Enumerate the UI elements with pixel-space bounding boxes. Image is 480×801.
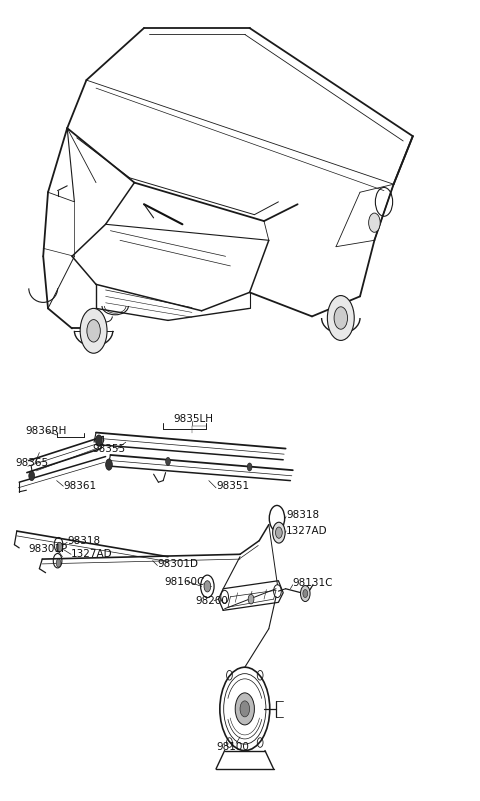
- Circle shape: [57, 542, 62, 552]
- Circle shape: [303, 590, 308, 598]
- Text: 98301P: 98301P: [29, 544, 68, 553]
- Circle shape: [96, 435, 102, 446]
- Text: 9835LH: 9835LH: [174, 414, 214, 424]
- Circle shape: [240, 701, 250, 717]
- Text: 1327AD: 1327AD: [71, 549, 113, 559]
- Text: 98301D: 98301D: [157, 559, 198, 569]
- Text: 98351: 98351: [216, 481, 249, 491]
- Circle shape: [235, 693, 254, 725]
- Circle shape: [166, 457, 170, 465]
- Text: 9836RH: 9836RH: [25, 426, 66, 436]
- Circle shape: [327, 296, 354, 340]
- Circle shape: [369, 213, 380, 232]
- Text: 98100: 98100: [216, 742, 249, 751]
- Text: 1327AD: 1327AD: [286, 526, 328, 536]
- Circle shape: [276, 527, 282, 538]
- Circle shape: [300, 586, 310, 602]
- Circle shape: [248, 594, 254, 604]
- Text: 98318: 98318: [286, 510, 319, 520]
- Circle shape: [87, 320, 100, 342]
- Circle shape: [29, 471, 35, 481]
- Circle shape: [247, 463, 252, 471]
- Circle shape: [334, 307, 348, 329]
- Text: 98200: 98200: [195, 596, 228, 606]
- Text: 98355: 98355: [92, 444, 125, 453]
- Text: 98365: 98365: [15, 458, 48, 468]
- Circle shape: [106, 459, 112, 470]
- Circle shape: [204, 581, 211, 592]
- Circle shape: [273, 522, 285, 543]
- Circle shape: [80, 308, 107, 353]
- Text: 98160C: 98160C: [164, 577, 204, 586]
- Circle shape: [56, 559, 61, 567]
- Text: 98131C: 98131C: [293, 578, 333, 588]
- Text: 98361: 98361: [63, 481, 96, 491]
- Text: 98318: 98318: [67, 536, 100, 545]
